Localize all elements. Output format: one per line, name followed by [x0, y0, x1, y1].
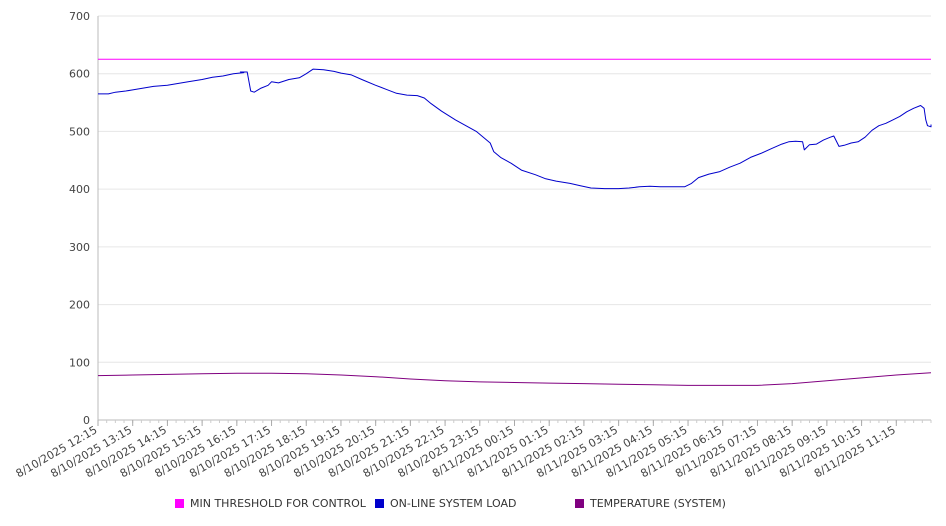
y-tick-label-0: 0: [83, 414, 90, 427]
legend-swatch-temperature: [575, 499, 584, 508]
legend-swatch-system-load: [375, 499, 384, 508]
legend-item-threshold[interactable]: MIN THRESHOLD FOR CONTROL: [175, 497, 366, 510]
legend-label-threshold: MIN THRESHOLD FOR CONTROL: [190, 497, 366, 510]
y-axis: 0 100 200 300 400 500 600 700: [69, 10, 99, 427]
y-tick-label-4: 400: [69, 183, 90, 196]
y-tick-label-6: 600: [69, 68, 90, 81]
legend-swatch-threshold: [175, 499, 184, 508]
legend: MIN THRESHOLD FOR CONTROL ON-LINE SYSTEM…: [0, 497, 946, 517]
y-tick-label-2: 200: [69, 299, 90, 312]
y-tick-label-3: 300: [69, 241, 90, 254]
series-line-1: [98, 68, 932, 190]
y-tick-label-1: 100: [69, 356, 90, 369]
gridlines: [98, 15, 931, 363]
series-layer: [97, 58, 932, 386]
y-tick-label-5: 500: [69, 125, 90, 138]
legend-label-system-load: ON-LINE SYSTEM LOAD: [390, 497, 517, 510]
x-axis: 8/10/2025 12:158/10/2025 13:158/10/2025 …: [14, 419, 932, 480]
legend-item-system-load[interactable]: ON-LINE SYSTEM LOAD: [375, 497, 516, 510]
y-tick-label-7: 700: [69, 10, 90, 23]
series-line-2: [97, 372, 932, 386]
legend-label-temperature: TEMPERATURE (SYSTEM): [590, 497, 726, 510]
legend-item-temperature[interactable]: TEMPERATURE (SYSTEM): [575, 497, 726, 510]
